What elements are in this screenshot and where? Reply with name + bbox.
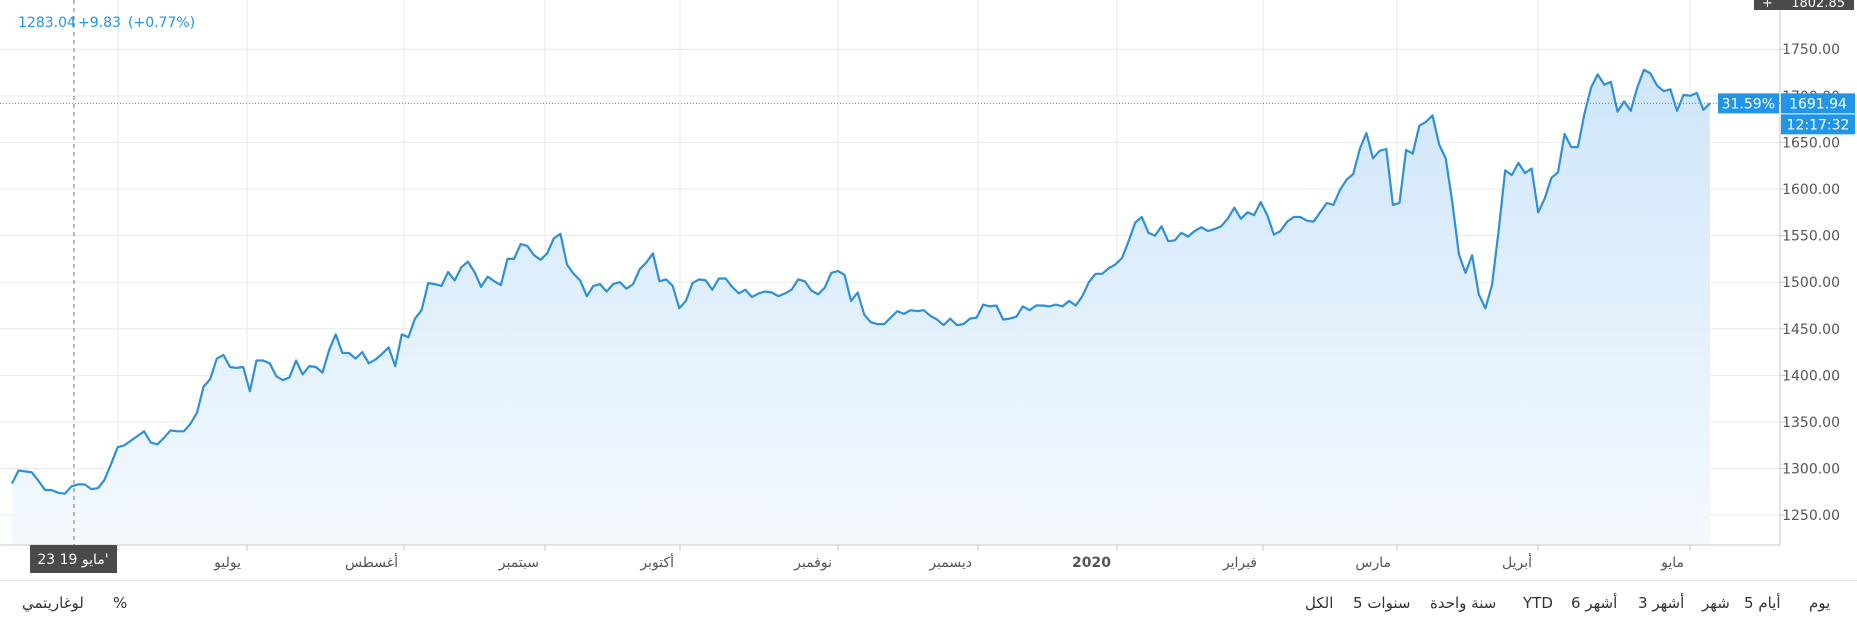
y-tick-label: 1600.00 xyxy=(1782,182,1840,198)
x-tick-label: ديسمبر xyxy=(928,555,972,571)
series-area xyxy=(11,68,1711,545)
x-ticks: يونيويوليوأغسطسسبتمبرأكتوبرنوفمبرديسمبر2… xyxy=(85,545,1691,571)
y-ticks: 1250.00 1300.00 1350.00 1400.00 1450.00 1500.… xyxy=(1780,42,1840,524)
pct-toggle[interactable]: % xyxy=(113,594,128,612)
price-chart[interactable]: 1250.00 1300.00 1350.00 1400.00 1450.00 1500.… xyxy=(0,0,1857,580)
range-5y[interactable]: 5 سنوات xyxy=(1353,594,1411,612)
y-tick-label: 1250.00 xyxy=(1782,508,1840,524)
x-tick-label: مايو xyxy=(1660,555,1684,571)
toolbar-divider xyxy=(0,580,1857,581)
crosshair-x-label: 23 مايو 19' xyxy=(30,545,117,573)
y-tick-label: 1400.00 xyxy=(1782,368,1840,384)
x-tick-label: يوليو xyxy=(213,555,241,571)
range-1d[interactable]: يوم xyxy=(1809,594,1831,612)
x-tick-label: أبريل xyxy=(1502,553,1532,571)
x-tick-label: أكتوبر xyxy=(639,553,674,571)
range-1m[interactable]: شهر xyxy=(1702,594,1730,612)
y-tick-label: 1350.00 xyxy=(1782,415,1840,431)
y-tick-label: 1450.00 xyxy=(1782,322,1840,338)
log-toggle[interactable]: لوغاريتمي xyxy=(22,594,84,612)
x-tick-label: أغسطس xyxy=(345,553,398,571)
x-tick-label: سبتمبر xyxy=(498,555,539,571)
series-line xyxy=(11,68,1711,495)
last-pct: 31.59% xyxy=(1722,96,1775,112)
crosshair-date: 23 مايو 19' xyxy=(37,552,108,568)
x-tick-label: فبراير xyxy=(1222,555,1257,571)
plus-icon[interactable]: + xyxy=(1762,0,1773,11)
last-time: 12:17:32 xyxy=(1787,117,1850,133)
axes xyxy=(0,0,1781,546)
range-1y[interactable]: سنة واحدة xyxy=(1430,594,1497,612)
y-tick-label: 1650.00 xyxy=(1782,135,1840,151)
last-value-labels: 31.59% 1691.94 12:17:32 xyxy=(1718,93,1855,135)
header-change-pct: (+0.77%) xyxy=(128,15,195,31)
y-tick-label: 1550.00 xyxy=(1782,229,1840,245)
y-top-value: 1802.85 xyxy=(1791,0,1845,11)
y-tick-label: 1750.00 xyxy=(1782,42,1840,58)
x-tick-label: مارس xyxy=(1355,555,1391,571)
y-tick-label: 1500.00 xyxy=(1782,275,1840,291)
y-axis-top-label: 1802.85 + xyxy=(1754,0,1854,11)
header-readout: 1283.04 +9.83 (+0.77%) xyxy=(18,15,195,31)
last-price: 1691.94 xyxy=(1789,96,1847,112)
bottom-toolbar: % لوغاريتمي يوم 5 أيام شهر 3 أشهر 6 أشهر… xyxy=(0,580,1857,627)
header-price: 1283.04 xyxy=(18,15,76,31)
x-tick-label: نوفمبر xyxy=(793,555,832,571)
range-3m[interactable]: 3 أشهر xyxy=(1638,594,1685,612)
y-tick-label: 1300.00 xyxy=(1782,462,1840,478)
header-change: +9.83 xyxy=(78,15,121,31)
range-ytd[interactable]: YTD xyxy=(1523,594,1553,612)
x-tick-label: 2020 xyxy=(1072,555,1111,571)
range-5d[interactable]: 5 أيام xyxy=(1744,594,1781,612)
range-all[interactable]: الكل xyxy=(1305,594,1334,612)
range-6m[interactable]: 6 أشهر xyxy=(1571,594,1618,612)
